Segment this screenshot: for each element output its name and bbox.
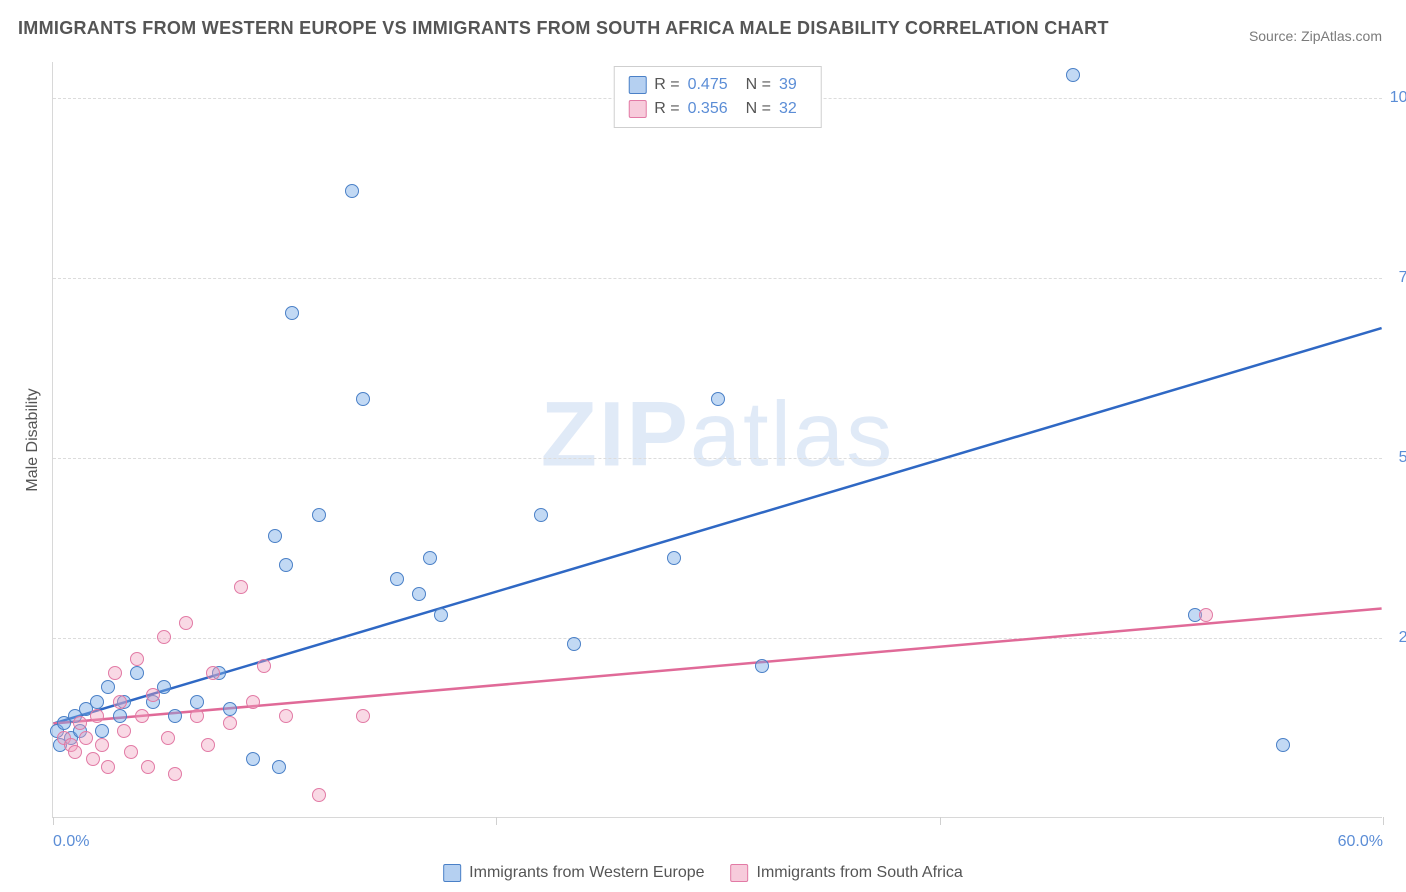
point-sa bbox=[68, 745, 82, 759]
trend-line-we bbox=[53, 328, 1381, 723]
point-sa bbox=[86, 752, 100, 766]
legend-item-we: Immigrants from Western Europe bbox=[443, 864, 704, 882]
x-tick bbox=[496, 817, 497, 825]
point-sa bbox=[124, 745, 138, 759]
r-label: R = bbox=[654, 76, 679, 94]
point-we bbox=[113, 709, 127, 723]
legend-item-sa: Immigrants from South Africa bbox=[731, 864, 963, 882]
x-tick bbox=[53, 817, 54, 825]
legend-label-we: Immigrants from Western Europe bbox=[469, 864, 704, 882]
point-we bbox=[279, 558, 293, 572]
gridline bbox=[53, 638, 1382, 639]
legend-row-sa: R = 0.356 N = 32 bbox=[628, 97, 807, 121]
point-we bbox=[130, 666, 144, 680]
n-value-sa: 32 bbox=[779, 100, 797, 118]
point-we bbox=[345, 184, 359, 198]
point-we bbox=[1276, 738, 1290, 752]
watermark-zip: ZIP bbox=[541, 383, 690, 485]
point-we bbox=[755, 659, 769, 673]
point-sa bbox=[206, 666, 220, 680]
point-we bbox=[412, 587, 426, 601]
point-we bbox=[190, 695, 204, 709]
point-we bbox=[390, 572, 404, 586]
point-sa bbox=[223, 716, 237, 730]
point-sa bbox=[201, 738, 215, 752]
y-tick-label: 50.0% bbox=[1388, 449, 1406, 467]
y-tick-label: 100.0% bbox=[1388, 89, 1406, 107]
legend-label-sa: Immigrants from South Africa bbox=[757, 864, 963, 882]
n-value-we: 39 bbox=[779, 76, 797, 94]
point-sa bbox=[146, 688, 160, 702]
point-we bbox=[168, 709, 182, 723]
point-sa bbox=[312, 788, 326, 802]
point-sa bbox=[190, 709, 204, 723]
point-sa bbox=[356, 709, 370, 723]
y-tick-label: 25.0% bbox=[1388, 629, 1406, 647]
point-sa bbox=[246, 695, 260, 709]
point-sa bbox=[179, 616, 193, 630]
point-sa bbox=[79, 731, 93, 745]
plot-area: ZIPatlas R = 0.475 N = 39 R = 0.356 N = … bbox=[52, 62, 1382, 818]
chart-title: IMMIGRANTS FROM WESTERN EUROPE VS IMMIGR… bbox=[18, 18, 1109, 39]
x-tick-label: 0.0% bbox=[53, 833, 89, 851]
x-tick-label: 60.0% bbox=[1338, 833, 1383, 851]
point-sa bbox=[257, 659, 271, 673]
point-we bbox=[285, 306, 299, 320]
gridline bbox=[53, 278, 1382, 279]
gridline bbox=[53, 458, 1382, 459]
swatch-blue-icon bbox=[628, 76, 646, 94]
point-sa bbox=[73, 716, 87, 730]
y-tick-label: 75.0% bbox=[1388, 269, 1406, 287]
r-value-we: 0.475 bbox=[688, 76, 728, 94]
y-axis-label: Male Disability bbox=[24, 388, 42, 491]
point-sa bbox=[101, 760, 115, 774]
x-tick bbox=[940, 817, 941, 825]
point-we bbox=[312, 508, 326, 522]
swatch-pink-icon bbox=[731, 864, 749, 882]
point-we bbox=[423, 551, 437, 565]
swatch-blue-icon bbox=[443, 864, 461, 882]
point-sa bbox=[113, 695, 127, 709]
point-we bbox=[268, 529, 282, 543]
point-we bbox=[272, 760, 286, 774]
point-we bbox=[1066, 68, 1080, 82]
point-we bbox=[101, 680, 115, 694]
point-sa bbox=[95, 738, 109, 752]
x-tick bbox=[1383, 817, 1384, 825]
point-sa bbox=[168, 767, 182, 781]
point-we bbox=[567, 637, 581, 651]
legend-series: Immigrants from Western Europe Immigrant… bbox=[443, 864, 963, 882]
n-label: N = bbox=[746, 100, 771, 118]
point-we bbox=[246, 752, 260, 766]
source-label: Source: ZipAtlas.com bbox=[1249, 28, 1382, 44]
point-we bbox=[711, 392, 725, 406]
point-we bbox=[223, 702, 237, 716]
point-sa bbox=[1199, 608, 1213, 622]
point-sa bbox=[157, 630, 171, 644]
r-label: R = bbox=[654, 100, 679, 118]
point-sa bbox=[117, 724, 131, 738]
point-we bbox=[667, 551, 681, 565]
point-sa bbox=[279, 709, 293, 723]
n-label: N = bbox=[746, 76, 771, 94]
point-we bbox=[95, 724, 109, 738]
point-sa bbox=[135, 709, 149, 723]
swatch-pink-icon bbox=[628, 100, 646, 118]
r-value-sa: 0.356 bbox=[688, 100, 728, 118]
point-we bbox=[434, 608, 448, 622]
point-sa bbox=[90, 709, 104, 723]
legend-correlation: R = 0.475 N = 39 R = 0.356 N = 32 bbox=[613, 66, 822, 128]
legend-row-we: R = 0.475 N = 39 bbox=[628, 73, 807, 97]
point-sa bbox=[130, 652, 144, 666]
point-sa bbox=[234, 580, 248, 594]
point-we bbox=[356, 392, 370, 406]
point-sa bbox=[141, 760, 155, 774]
chart-container: IMMIGRANTS FROM WESTERN EUROPE VS IMMIGR… bbox=[0, 0, 1406, 892]
point-we bbox=[534, 508, 548, 522]
point-sa bbox=[108, 666, 122, 680]
point-we bbox=[90, 695, 104, 709]
point-sa bbox=[161, 731, 175, 745]
